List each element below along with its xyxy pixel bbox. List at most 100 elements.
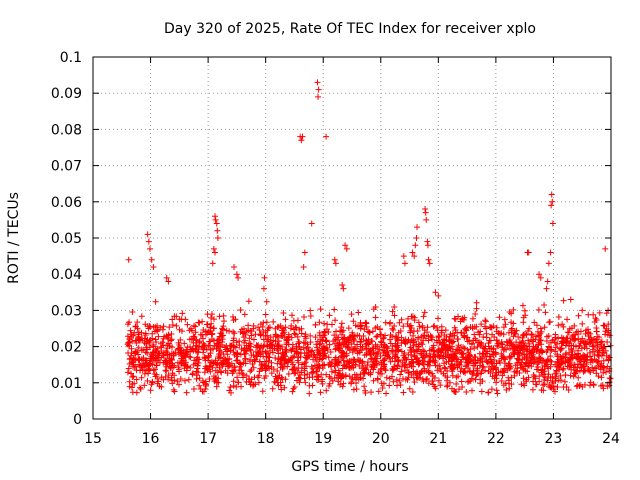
data-point (423, 216, 430, 223)
data-point (554, 341, 561, 348)
data-point (514, 355, 521, 362)
data-point (439, 355, 446, 362)
data-point (297, 346, 304, 353)
data-point (531, 319, 538, 326)
data-point (327, 349, 334, 356)
data-point (379, 384, 386, 391)
data-point (263, 298, 270, 305)
data-point (508, 310, 515, 317)
data-point (165, 335, 172, 342)
data-point (523, 359, 530, 366)
data-point (521, 382, 528, 389)
data-point (409, 249, 416, 256)
data-point (217, 368, 224, 375)
data-point (164, 341, 171, 348)
data-point (379, 347, 386, 354)
data-point (448, 385, 455, 392)
data-point (175, 339, 182, 346)
data-point (478, 355, 485, 362)
data-point (287, 325, 294, 332)
data-point (124, 333, 131, 340)
data-point (456, 361, 463, 368)
data-point (218, 360, 225, 367)
data-point (331, 306, 338, 313)
data-point (382, 366, 389, 373)
data-point (539, 348, 546, 355)
data-point (362, 387, 369, 394)
data-point (477, 380, 484, 387)
data-point (585, 311, 592, 318)
data-point (420, 313, 427, 320)
data-point (357, 357, 364, 364)
data-point (376, 346, 383, 353)
data-point (444, 368, 451, 375)
data-point (287, 346, 294, 353)
data-point (605, 356, 612, 363)
data-point (234, 349, 241, 356)
data-point (278, 361, 285, 368)
data-point (141, 370, 148, 377)
data-point (355, 309, 362, 316)
data-point (545, 343, 552, 350)
data-point (184, 344, 191, 351)
data-point (361, 383, 368, 390)
data-point (284, 363, 291, 370)
data-point (449, 372, 456, 379)
data-point (323, 337, 330, 344)
data-point (190, 361, 197, 368)
data-point (520, 314, 527, 321)
data-point (448, 358, 455, 365)
data-point (372, 304, 379, 311)
data-point (378, 380, 385, 387)
data-point (289, 367, 296, 374)
data-point (472, 310, 479, 317)
data-point (153, 371, 160, 378)
data-point (581, 358, 588, 365)
data-point (464, 378, 471, 385)
data-point (419, 341, 426, 348)
data-point (230, 368, 237, 375)
data-point (307, 332, 314, 339)
data-point (413, 354, 420, 361)
data-point (532, 375, 539, 382)
data-point (466, 367, 473, 374)
data-point (536, 333, 543, 340)
data-point (149, 379, 156, 386)
data-point (298, 330, 305, 337)
data-point (133, 376, 140, 383)
data-point (570, 373, 577, 380)
data-point (418, 333, 425, 340)
data-point (130, 356, 137, 363)
data-point (224, 370, 231, 377)
data-point (514, 347, 521, 354)
data-point (435, 377, 442, 384)
data-point (409, 389, 416, 395)
x-tick-label: 24 (602, 431, 620, 447)
data-point (275, 342, 282, 349)
data-point (589, 346, 596, 353)
data-point (125, 339, 132, 346)
data-point (363, 345, 370, 352)
data-point (576, 343, 583, 350)
data-point (574, 363, 581, 370)
data-point (567, 355, 574, 362)
grid-lines (93, 57, 611, 419)
data-point (256, 344, 263, 351)
data-point (214, 337, 221, 344)
data-point (255, 324, 262, 331)
data-point (299, 133, 306, 140)
data-point (485, 340, 492, 347)
data-point (192, 329, 199, 336)
data-point (181, 353, 188, 360)
data-point (203, 381, 210, 388)
data-point (257, 365, 264, 372)
data-point (332, 260, 339, 267)
data-point (372, 355, 379, 362)
data-point (162, 361, 169, 368)
data-point (579, 307, 586, 314)
data-point (252, 381, 259, 388)
data-point (319, 355, 326, 362)
data-point (274, 367, 281, 374)
data-point (426, 260, 433, 267)
data-point (231, 330, 238, 337)
